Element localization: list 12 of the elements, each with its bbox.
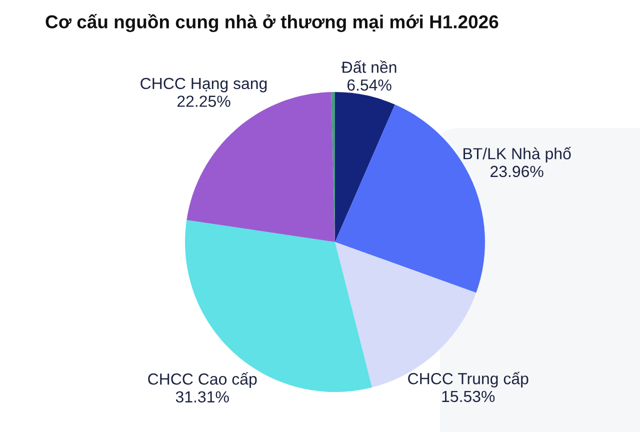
slice-label: Đất nền bbox=[341, 60, 396, 73]
chart-title: Cơ cấu nguồn cung nhà ở thương mại mới H1.2026 bbox=[46, 14, 498, 32]
data-label: 23.96% bbox=[490, 166, 544, 178]
data-label: 22.25% bbox=[177, 96, 230, 107]
pie-slice bbox=[335, 92, 395, 242]
data-label: 15.53% bbox=[442, 390, 495, 402]
slice-label: CHCC Cao cấp bbox=[148, 372, 257, 388]
slice-label: CHCC Hạng sang bbox=[140, 78, 267, 92]
slice-label: BT/LK Nhà phố bbox=[464, 146, 572, 162]
data-label: 6.54% bbox=[347, 79, 392, 91]
slice-label: CHCC Trung cấp bbox=[408, 372, 528, 388]
data-label: 31.31% bbox=[176, 391, 229, 403]
